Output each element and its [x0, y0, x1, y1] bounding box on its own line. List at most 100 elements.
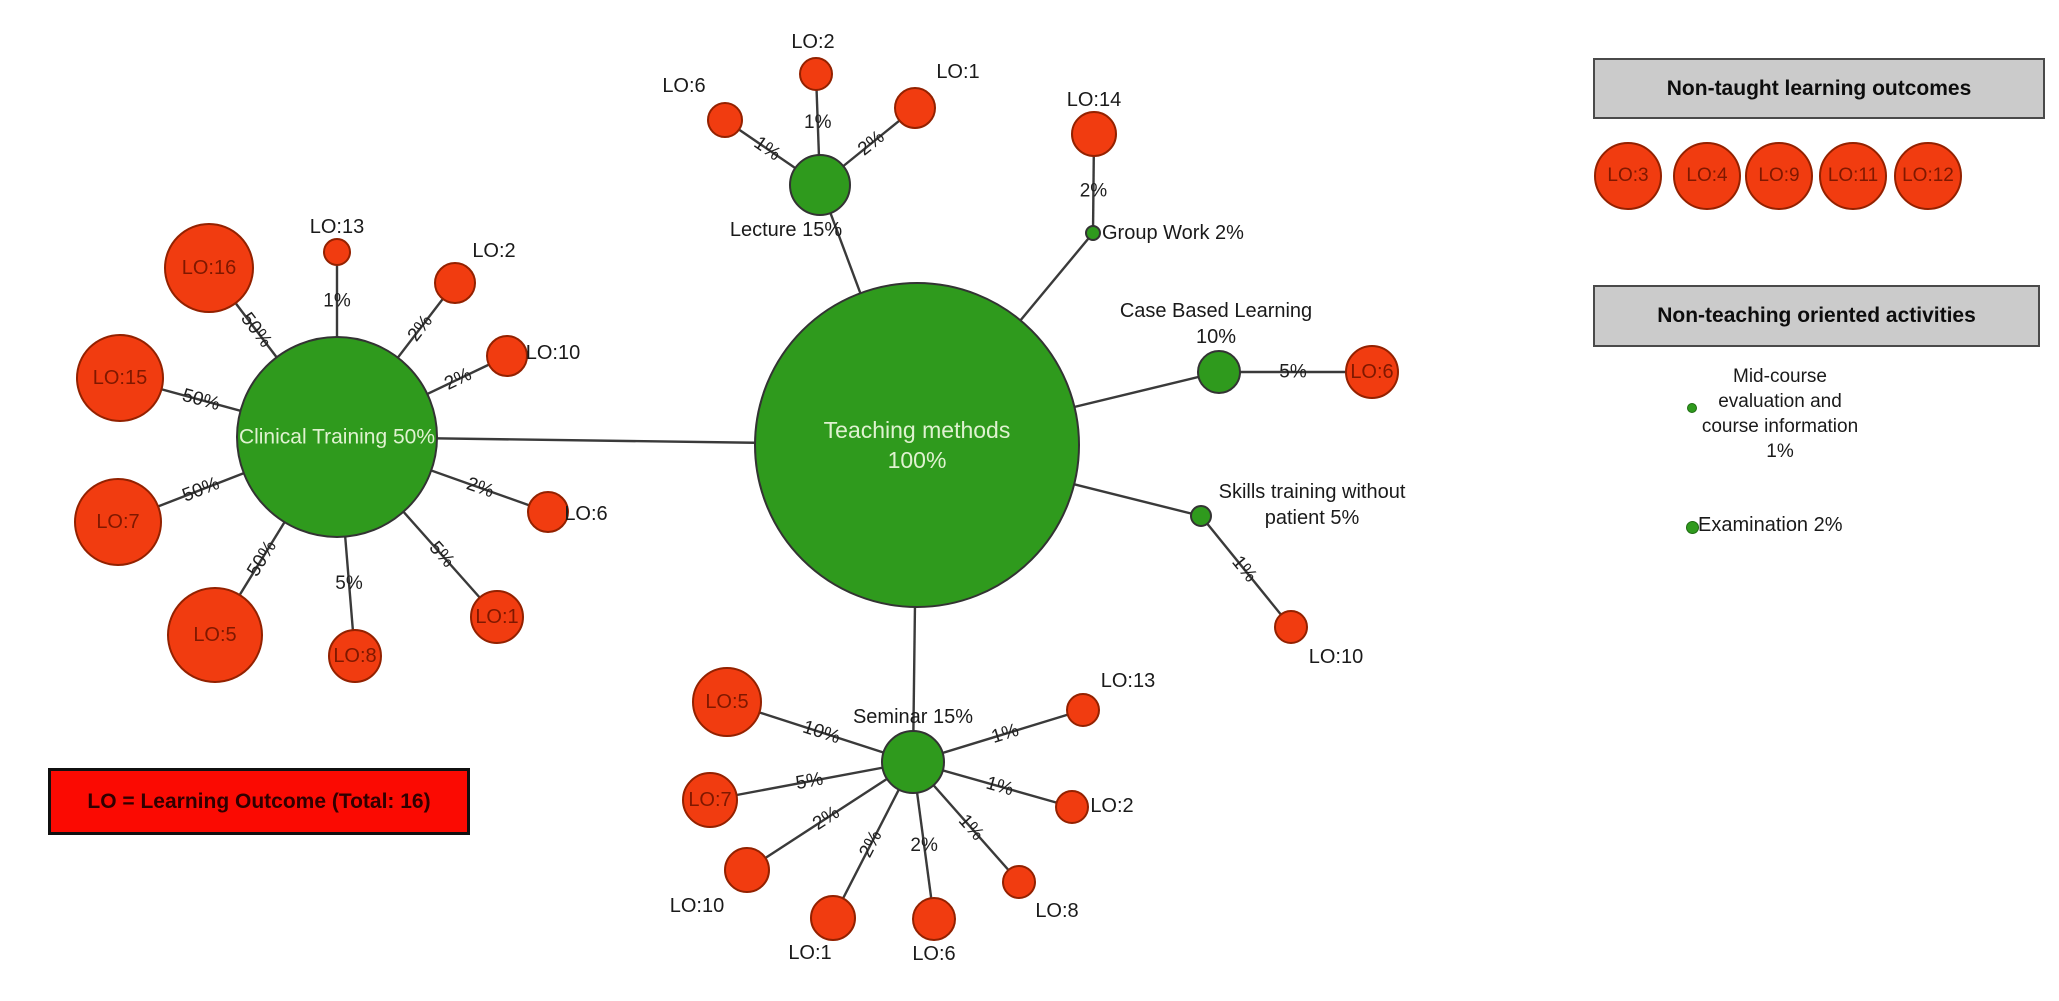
edge-label-seminar--seminar-lo7: 5% — [794, 769, 825, 795]
node-group-work — [1085, 225, 1101, 241]
node-case-based-learning — [1197, 350, 1241, 394]
legend-label: LO = Learning Outcome (Total: 16) — [87, 789, 431, 813]
node-seminar-lo13 — [1066, 693, 1100, 727]
edge-label-seminar--seminar-lo1: 2% — [855, 827, 886, 861]
non-taught-lo9-label: LO:9 — [1758, 165, 1800, 186]
node-clinical-lo6 — [527, 491, 569, 533]
label-clinical-lo8: LO:8 — [333, 645, 376, 667]
edge-label-clinical-training--clinical-lo10: 2% — [441, 364, 475, 395]
node-seminar-lo2 — [1055, 790, 1089, 824]
node-clinical-lo15 — [76, 334, 164, 422]
label-skills-lo10: LO:10 — [1309, 646, 1363, 668]
non-taught-lo3: LO:3 — [1594, 142, 1662, 210]
node-lecture-lo1 — [894, 87, 936, 129]
label-teaching-methods: Teaching methods 100% — [824, 417, 1011, 473]
node-lo14 — [1071, 111, 1117, 157]
edge-skills-training--skills-lo10 — [1200, 515, 1292, 628]
node-seminar-lo1 — [810, 895, 856, 941]
node-clinical-lo8 — [328, 629, 382, 683]
label-clinical-training: Clinical Training 50% — [239, 426, 435, 449]
label-clinical-lo15: LO:15 — [93, 367, 147, 389]
legend-box: LO = Learning Outcome (Total: 16) — [48, 768, 470, 835]
non-taught-lo11: LO:11 — [1819, 142, 1887, 210]
edge-label-clinical-training--clinical-lo7: 50% — [179, 473, 222, 506]
non-taught-lo12-label: LO:12 — [1902, 165, 1954, 186]
node-lecture — [789, 154, 851, 216]
edge-label-clinical-training--clinical-lo13: 1% — [323, 291, 351, 312]
midcourse-dot-icon — [1687, 403, 1697, 413]
label-seminar-lo8: LO:8 — [1035, 900, 1078, 922]
non-taught-lo3-label: LO:3 — [1607, 165, 1649, 186]
label-case-based-learning: Case Based Learning 10% — [1120, 300, 1312, 348]
examination-dot-icon — [1686, 521, 1699, 534]
edge-label-group-work--lo14: 2% — [1080, 180, 1108, 201]
label-clinical-lo7: LO:7 — [96, 511, 139, 533]
non-teaching-header: Non-teaching oriented activities — [1593, 285, 2040, 347]
node-seminar-lo10 — [724, 847, 770, 893]
edge-label-seminar--seminar-lo6: 2% — [910, 835, 938, 856]
node-lecture-lo2 — [799, 57, 833, 91]
edge-label-lecture--lecture-lo6: 1% — [750, 132, 785, 165]
label-clinical-lo13: LO:13 — [310, 216, 364, 238]
label-clinical-lo6: LO:6 — [564, 503, 607, 525]
label-clinical-lo10: LO:10 — [526, 342, 580, 364]
non-taught-header-label: Non-taught learning outcomes — [1666, 76, 1972, 100]
label-seminar-lo5: LO:5 — [705, 691, 748, 713]
edge-label-lecture--lecture-lo1: 2% — [854, 126, 889, 160]
label-cbl-lo6: LO:6 — [1350, 361, 1393, 383]
node-clinical-lo16 — [164, 223, 254, 313]
edge-label-clinical-training--clinical-lo8: 5% — [335, 573, 363, 594]
label-lecture-lo1: LO:1 — [936, 61, 979, 83]
non-taught-lo12: LO:12 — [1894, 142, 1962, 210]
label-lo14: LO:14 — [1067, 89, 1121, 111]
edge-label-clinical-training--clinical-lo6: 2% — [464, 473, 497, 502]
edge-label-lecture--lecture-lo2: 1% — [804, 112, 832, 133]
edge-label-clinical-training--clinical-lo5: 50% — [243, 537, 281, 580]
edge-label-skills-training--skills-lo10: 1% — [1227, 552, 1261, 587]
edge-seminar--seminar-lo10 — [746, 760, 914, 872]
label-seminar-lo6: LO:6 — [912, 943, 955, 965]
node-seminar-lo5 — [692, 667, 762, 737]
node-layer — [74, 57, 1399, 941]
edge-label-clinical-training--clinical-lo16: 50% — [236, 309, 276, 352]
label-clinical-lo16: LO:16 — [182, 257, 236, 279]
label-seminar-lo2: LO:2 — [1090, 795, 1133, 817]
edge-seminar--seminar-lo7 — [709, 760, 914, 802]
label-seminar-lo10: LO:10 — [670, 895, 724, 917]
node-lecture-lo6 — [707, 102, 743, 138]
node-clinical-lo10 — [486, 335, 528, 377]
node-clinical-training — [236, 336, 438, 538]
non-teaching-header-label: Non-teaching oriented activities — [1657, 304, 1976, 327]
node-clinical-lo13 — [323, 238, 351, 266]
node-clinical-lo1 — [470, 590, 524, 644]
label-seminar-lo1: LO:1 — [788, 942, 831, 964]
node-seminar — [881, 730, 945, 794]
non-taught-lo9: LO:9 — [1745, 142, 1813, 210]
non-taught-lo4-label: LO:4 — [1686, 165, 1728, 186]
node-clinical-lo2 — [434, 262, 476, 304]
label-clinical-lo5: LO:5 — [193, 624, 236, 646]
node-seminar-lo7 — [682, 772, 738, 828]
label-group-work: Group Work 2% — [1102, 222, 1244, 244]
label-lecture: Lecture 15% — [730, 219, 843, 241]
node-skills-lo10 — [1274, 610, 1308, 644]
edge-label-clinical-training--clinical-lo15: 50% — [180, 385, 222, 415]
node-teaching-methods — [754, 282, 1080, 608]
edge-label-clinical-training--clinical-lo2: 2% — [404, 311, 437, 346]
non-taught-lo4: LO:4 — [1673, 142, 1741, 210]
midcourse-label: Mid-course evaluation and course informa… — [1701, 366, 1859, 462]
label-lecture-lo2: LO:2 — [791, 31, 834, 53]
node-seminar-lo6 — [912, 897, 956, 941]
examination-label: Examination 2% — [1698, 514, 1843, 536]
non-taught-header: Non-taught learning outcomes — [1593, 58, 2045, 119]
edge-label-seminar--seminar-lo2: 1% — [984, 773, 1016, 801]
label-clinical-lo2: LO:2 — [472, 240, 515, 262]
label-clinical-lo1: LO:1 — [475, 606, 518, 628]
node-clinical-lo5 — [167, 587, 263, 683]
label-lecture-lo6: LO:6 — [662, 75, 705, 97]
node-skills-training — [1190, 505, 1212, 527]
label-seminar-lo13: LO:13 — [1101, 670, 1155, 692]
edge-label-seminar--seminar-lo5: 10% — [800, 717, 843, 749]
edge-label-seminar--seminar-lo10: 2% — [809, 802, 844, 835]
